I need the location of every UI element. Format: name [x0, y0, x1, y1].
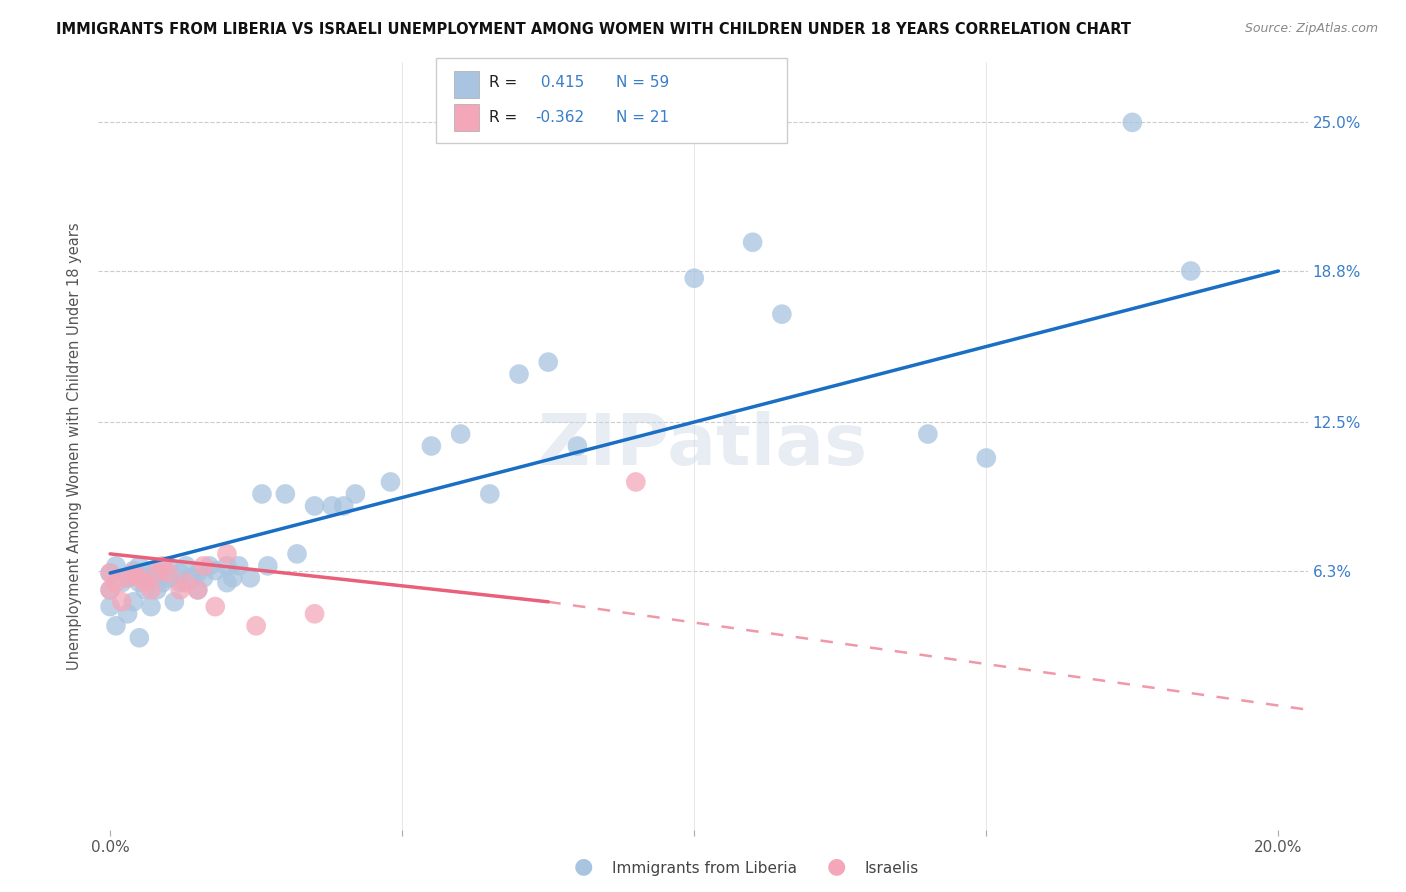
Point	[215, 558, 238, 573]
Point	[180, 571, 202, 585]
Point	[128, 571, 150, 585]
Point	[128, 558, 150, 573]
Point	[1180, 264, 1202, 278]
Point	[478, 487, 501, 501]
Point	[174, 558, 197, 573]
Point	[380, 475, 402, 489]
Point	[157, 566, 180, 580]
Y-axis label: Unemployment Among Women with Children Under 18 years: Unemployment Among Women with Children U…	[67, 222, 83, 670]
Text: ●: ●	[827, 856, 846, 876]
Point	[321, 499, 343, 513]
Point	[332, 499, 354, 513]
Point	[117, 571, 139, 585]
Point	[122, 595, 145, 609]
Point	[98, 566, 121, 580]
Text: 0.415: 0.415	[536, 76, 583, 90]
Point	[146, 582, 169, 597]
Point	[193, 558, 215, 573]
Point	[250, 487, 273, 501]
Point	[152, 558, 174, 573]
Point	[974, 450, 997, 465]
Point	[169, 582, 191, 597]
Point	[117, 607, 139, 621]
Point	[117, 571, 139, 585]
Point	[98, 582, 121, 597]
Point	[304, 499, 326, 513]
Point	[187, 566, 209, 580]
Point	[128, 575, 150, 590]
Point	[146, 566, 169, 580]
Text: Israelis: Israelis	[865, 861, 920, 876]
Text: N = 59: N = 59	[616, 76, 669, 90]
Point	[204, 599, 226, 614]
Point	[683, 271, 706, 285]
Point	[537, 355, 560, 369]
Point	[134, 566, 156, 580]
Point	[917, 427, 939, 442]
Point	[122, 564, 145, 578]
Point	[187, 582, 209, 597]
Point	[245, 619, 267, 633]
Point	[508, 367, 530, 381]
Text: N = 21: N = 21	[616, 111, 669, 125]
Point	[104, 575, 127, 590]
Point	[193, 571, 215, 585]
Point	[228, 558, 250, 573]
Point	[198, 558, 221, 573]
Point	[624, 475, 647, 489]
Point	[204, 564, 226, 578]
Point	[152, 575, 174, 590]
Point	[174, 575, 197, 590]
Point	[139, 571, 162, 585]
Text: Immigrants from Liberia: Immigrants from Liberia	[612, 861, 797, 876]
Point	[567, 439, 589, 453]
Point	[285, 547, 308, 561]
Text: Source: ZipAtlas.com: Source: ZipAtlas.com	[1244, 22, 1378, 36]
Point	[146, 564, 169, 578]
Point	[122, 566, 145, 580]
Text: ●: ●	[574, 856, 593, 876]
Text: ZIPatlas: ZIPatlas	[538, 411, 868, 481]
Point	[770, 307, 793, 321]
Point	[1121, 115, 1143, 129]
Text: -0.362: -0.362	[536, 111, 585, 125]
Point	[169, 566, 191, 580]
Point	[222, 571, 245, 585]
Point	[104, 558, 127, 573]
Point	[139, 599, 162, 614]
Point	[104, 619, 127, 633]
Text: R =: R =	[489, 76, 517, 90]
Point	[274, 487, 297, 501]
Point	[187, 582, 209, 597]
Point	[239, 571, 262, 585]
Point	[741, 235, 763, 250]
Point	[111, 575, 134, 590]
Point	[420, 439, 443, 453]
Point	[134, 582, 156, 597]
Point	[163, 595, 186, 609]
Point	[98, 599, 121, 614]
Point	[157, 558, 180, 573]
Text: R =: R =	[489, 111, 517, 125]
Point	[256, 558, 278, 573]
Point	[139, 582, 162, 597]
Point	[134, 575, 156, 590]
Point	[450, 427, 472, 442]
Point	[304, 607, 326, 621]
Point	[128, 631, 150, 645]
Point	[344, 487, 367, 501]
Point	[157, 571, 180, 585]
Point	[98, 582, 121, 597]
Point	[98, 566, 121, 580]
Point	[111, 595, 134, 609]
Point	[215, 575, 238, 590]
Text: IMMIGRANTS FROM LIBERIA VS ISRAELI UNEMPLOYMENT AMONG WOMEN WITH CHILDREN UNDER : IMMIGRANTS FROM LIBERIA VS ISRAELI UNEMP…	[56, 22, 1132, 37]
Point	[215, 547, 238, 561]
Point	[169, 575, 191, 590]
